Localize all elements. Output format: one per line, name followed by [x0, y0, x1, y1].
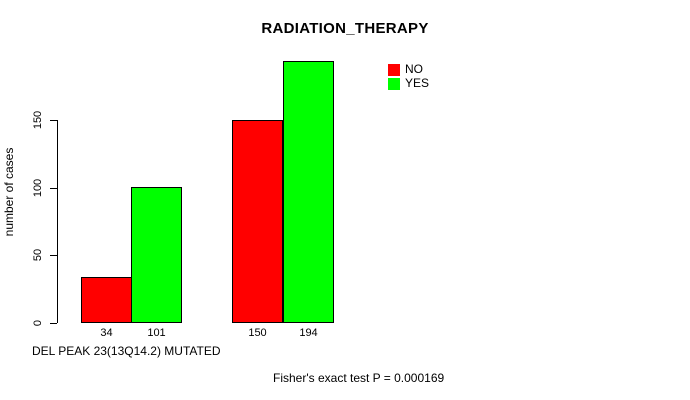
chart-title: RADIATION_THERAPY	[261, 20, 429, 37]
legend-swatch-yes-icon	[388, 77, 400, 90]
y-axis-tick-label: 50	[31, 249, 44, 262]
bar-value-label: 101	[147, 327, 166, 339]
legend-entry-yes: YES	[388, 77, 429, 90]
bar-no-group2	[232, 120, 283, 323]
legend-swatch-no-icon	[388, 63, 400, 76]
y-axis-tick	[50, 323, 57, 324]
y-axis-tick-label: 100	[31, 178, 44, 198]
y-axis-line	[57, 120, 58, 323]
bar-value-label: 150	[248, 327, 267, 339]
bar-no-group1	[81, 277, 132, 323]
y-axis-tick-label: 0	[31, 319, 44, 327]
legend-label-no: NO	[405, 62, 423, 76]
bar-yes-group2	[283, 60, 334, 323]
y-axis-tick	[50, 187, 57, 189]
fisher-test-note: Fisher's exact test P = 0.000169	[273, 371, 445, 385]
x-axis-label: DEL PEAK 23(13Q14.2) MUTATED	[32, 344, 221, 358]
legend-label-yes: YES	[405, 76, 430, 90]
y-axis-tick	[50, 120, 57, 122]
y-axis-label: number of cases	[2, 147, 16, 237]
y-axis-tick-label: 150	[31, 111, 44, 130]
bar-yes-group1	[131, 186, 182, 323]
y-axis-tick	[50, 255, 57, 257]
bar-value-label: 34	[100, 327, 113, 339]
bar-value-label: 194	[299, 327, 318, 339]
legend-entry-no: NO	[388, 63, 429, 76]
legend: NO YES	[388, 63, 429, 91]
